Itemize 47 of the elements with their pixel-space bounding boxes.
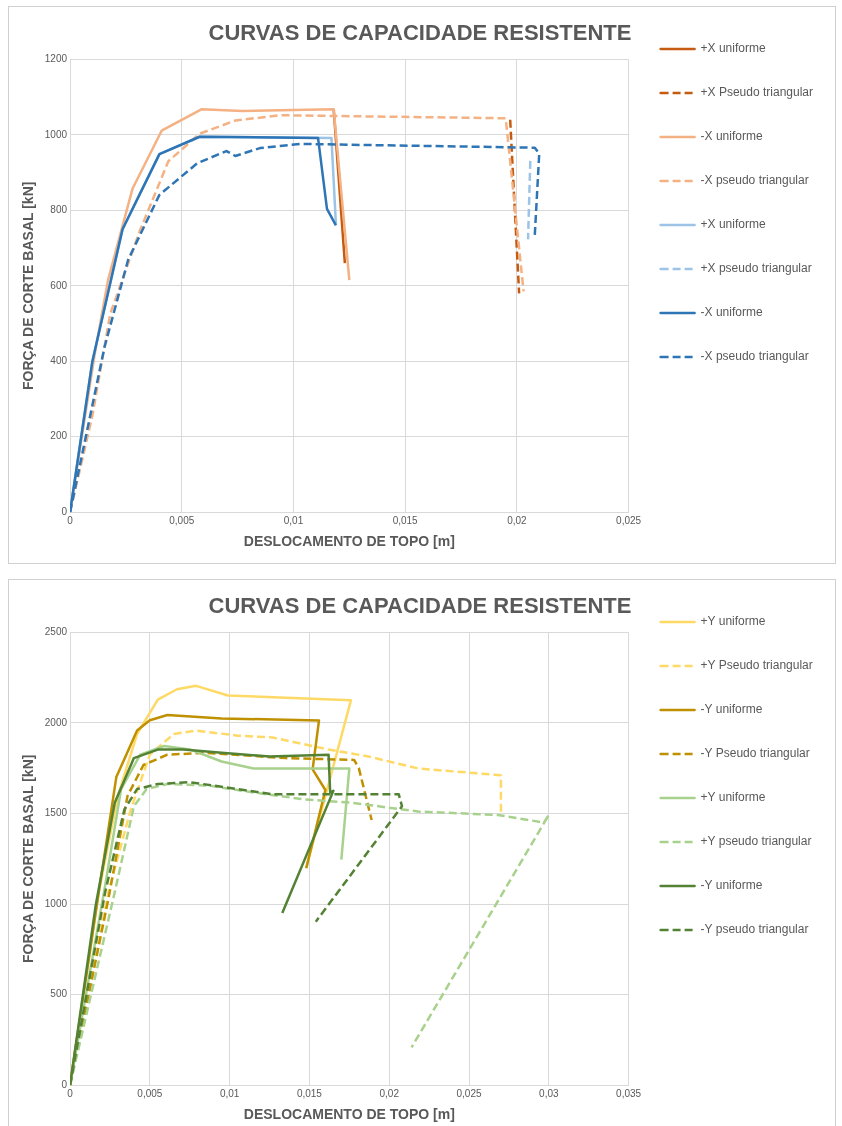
x-tick-label: 0,005 xyxy=(169,514,195,526)
x-axis-title: DESLOCAMENTO DE TOPO [m] xyxy=(243,1106,455,1123)
legend-label: +Y uniforme xyxy=(700,614,766,629)
x-tick-label: 0,015 xyxy=(296,1087,323,1099)
legend-label: -Y uniforme xyxy=(700,878,763,893)
y-tick-label: 1000 xyxy=(44,128,68,140)
y-axis-title: FORÇA DE CORTE BASAL [kN] xyxy=(20,181,37,391)
x-tick-label: 0,03 xyxy=(539,1087,559,1099)
legend-label: +Y Pseudo triangular xyxy=(700,658,813,673)
legend-label: +X uniforme xyxy=(700,217,766,232)
x-tick-label: 0,025 xyxy=(456,1087,482,1099)
x-tick-label: 0,035 xyxy=(616,1087,642,1099)
legend-label: +X uniforme xyxy=(700,41,766,56)
legend-label: -X pseudo triangular xyxy=(700,173,809,188)
legend-label: -X uniforme xyxy=(700,305,763,320)
y-tick-label: 1500 xyxy=(44,807,68,819)
y-tick-label: 1200 xyxy=(44,53,68,65)
legend-label: +Y pseudo triangular xyxy=(700,834,812,849)
chart-title: CURVAS DE CAPACIDADE RESISTENTE xyxy=(208,20,632,46)
legend-label: +X Pseudo triangular xyxy=(700,85,813,100)
x-axis-title: DESLOCAMENTO DE TOPO [m] xyxy=(243,533,455,550)
chart-title: CURVAS DE CAPACIDADE RESISTENTE xyxy=(208,593,632,619)
x-tick-label: 0,02 xyxy=(507,514,528,526)
y-axis-title: FORÇA DE CORTE BASAL [kN] xyxy=(20,754,37,964)
y-tick-label: 0 xyxy=(61,1078,68,1090)
y-tick-label: 0 xyxy=(61,505,68,517)
y-tick-label: 200 xyxy=(50,430,68,442)
x-tick-label: 0,01 xyxy=(283,514,304,526)
x-tick-label: 0,015 xyxy=(392,514,419,526)
legend-label: -Y uniforme xyxy=(700,702,763,717)
y-tick-label: 2000 xyxy=(44,716,68,728)
y-tick-label: 800 xyxy=(50,204,68,216)
legend-label: -X pseudo triangular xyxy=(700,349,809,364)
x-tick-label: 0,02 xyxy=(379,1087,400,1099)
x-tick-label: 0,01 xyxy=(219,1087,240,1099)
y-tick-label: 2500 xyxy=(44,626,68,638)
legend-label: +Y uniforme xyxy=(700,790,766,805)
y-tick-label: 500 xyxy=(50,988,68,1000)
legend-label: -Y pseudo triangular xyxy=(700,922,809,937)
y-tick-label: 1000 xyxy=(44,897,68,909)
x-tick-label: 0,005 xyxy=(137,1087,163,1099)
legend-label: +X pseudo triangular xyxy=(700,261,812,276)
legend-label: -X uniforme xyxy=(700,129,763,144)
y-tick-label: 600 xyxy=(50,279,68,291)
x-tick-label: 0,025 xyxy=(616,514,642,526)
y-tick-label: 400 xyxy=(50,355,68,367)
legend-label: -Y Pseudo triangular xyxy=(700,746,810,761)
